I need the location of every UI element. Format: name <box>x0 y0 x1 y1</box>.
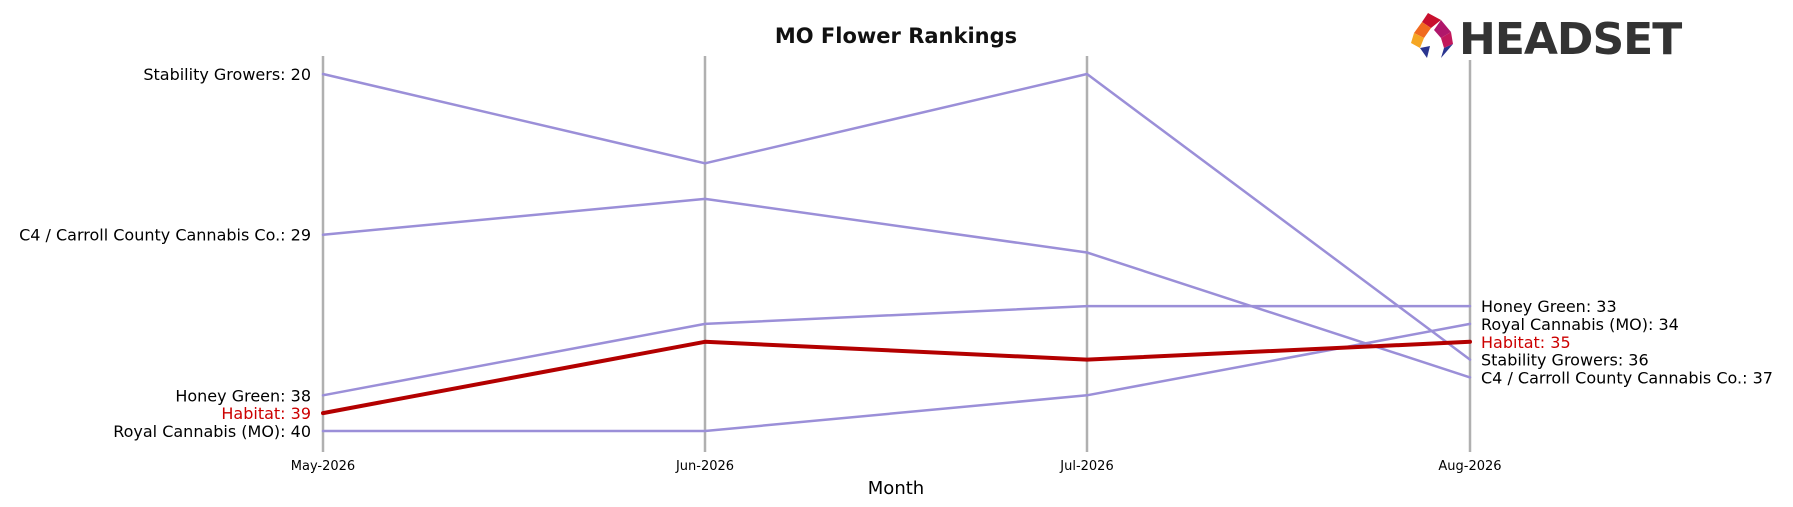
series-line-highlight <box>321 339 1472 416</box>
headset-logo-text: HEADSET <box>1459 14 1682 65</box>
month-tick-labels: May-2026 Jun-2026 Jul-2026 Aug-2026 <box>291 459 1502 474</box>
x-axis-title: Month <box>868 478 924 499</box>
right-rank-label: Royal Cannabis (MO): 34 <box>1481 315 1679 334</box>
rank-labels: Stability Growers: 20 C4 / Carroll County… <box>19 65 1773 441</box>
left-rank-label: Habitat: 39 <box>221 404 311 423</box>
left-rank-label: C4 / Carroll County Cannabis Co.: 29 <box>19 226 311 245</box>
series-line <box>321 304 1472 397</box>
series-line <box>321 72 1472 361</box>
month-tick-label: May-2026 <box>291 459 355 474</box>
right-rank-label: Stability Growers: 36 <box>1481 351 1649 370</box>
series-line <box>321 197 1472 379</box>
month-axes <box>321 56 1472 452</box>
left-rank-label: Royal Cannabis (MO): 40 <box>113 422 311 441</box>
right-rank-label: Habitat: 35 <box>1481 333 1571 352</box>
headset-logo-icon <box>1411 13 1453 58</box>
left-rank-label: Stability Growers: 20 <box>143 65 311 84</box>
right-rank-label: Honey Green: 33 <box>1481 297 1617 316</box>
month-tick-label: Jun-2026 <box>675 459 734 474</box>
right-rank-label: C4 / Carroll County Cannabis Co.: 37 <box>1481 368 1773 387</box>
chart-title: MO Flower Rankings <box>775 24 1017 48</box>
series-line <box>321 322 1472 433</box>
month-tick-label: Aug-2026 <box>1438 459 1501 474</box>
series-lines <box>321 72 1472 433</box>
month-tick-label: Jul-2026 <box>1059 459 1113 474</box>
headset-logo: HEADSET <box>1411 13 1683 65</box>
left-rank-label: Honey Green: 38 <box>175 386 311 405</box>
